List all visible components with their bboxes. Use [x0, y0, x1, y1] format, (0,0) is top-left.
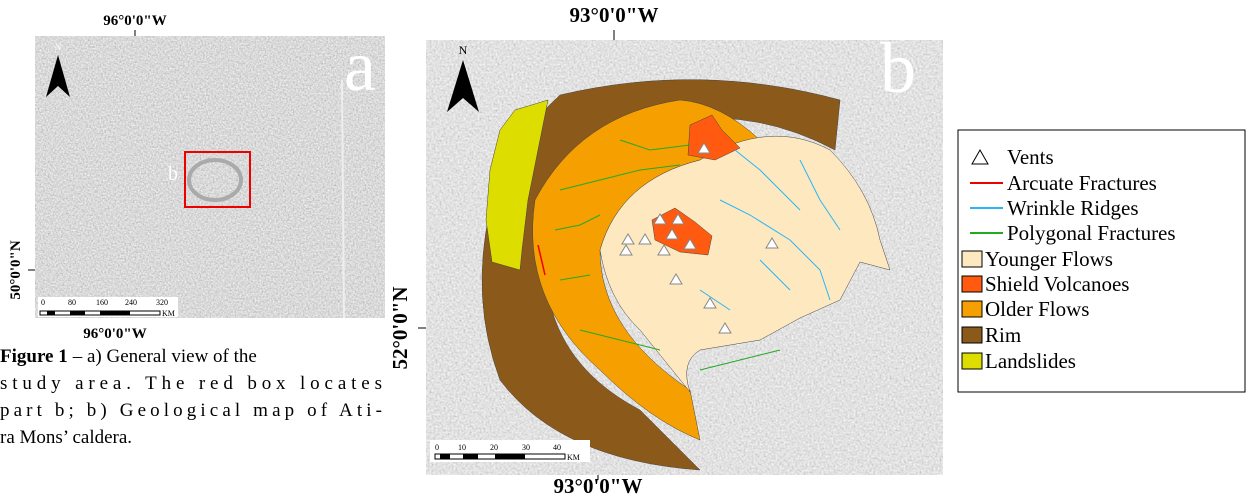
coord-top-a: 96°0'0"W	[103, 13, 167, 29]
scale-bar-a: 0 80 160 240 320 KM	[38, 297, 178, 318]
panel-label-b: b	[880, 28, 916, 108]
coord-left-a: 50°0'0"N	[8, 240, 24, 299]
scale-seg	[47, 311, 55, 315]
legend-label: Polygonal Fractures	[1007, 221, 1176, 245]
scale-label: 240	[125, 298, 137, 307]
north-label: N	[55, 42, 62, 52]
north-label: N	[459, 43, 468, 57]
scale-label: 30	[522, 443, 530, 452]
scale-seg	[440, 454, 450, 459]
scale-label: 0	[435, 443, 439, 452]
legend-symbol	[962, 353, 982, 369]
scale-label: 40	[553, 443, 561, 452]
legend-label: Wrinkle Ridges	[1007, 196, 1139, 220]
scale-seg	[70, 311, 85, 315]
panel-label-a: a	[344, 26, 376, 106]
scale-seg	[495, 454, 525, 459]
scale-label: 160	[96, 298, 108, 307]
legend-label: Younger Flows	[985, 247, 1113, 271]
coord-bottom-a: 96°0'0"W	[83, 326, 147, 342]
legend-symbol	[962, 327, 982, 343]
scale-label: 80	[68, 298, 76, 307]
scale-seg	[463, 454, 478, 459]
legend-label: Rim	[985, 323, 1021, 347]
legend-label: Older Flows	[985, 297, 1089, 321]
scale-label: 320	[156, 298, 168, 307]
scale-seg	[100, 311, 130, 315]
legend-label: Arcuate Fractures	[1007, 171, 1157, 195]
scale-unit: KM	[567, 453, 580, 462]
radar-image-a	[35, 36, 385, 318]
caption-line: Figure 1– a) General view of the	[0, 346, 257, 367]
scale-label: 0	[41, 298, 45, 307]
scale-unit: KM	[162, 309, 175, 318]
scale-label: 10	[458, 443, 466, 452]
caption-line: ra Mons’ caldera.	[0, 427, 132, 448]
legend-label: Shield Volcanoes	[985, 272, 1129, 296]
legend-symbol	[962, 276, 982, 292]
coord-top-b: 93°0'0"W	[570, 3, 659, 27]
legend-label: Landslides	[985, 349, 1076, 373]
legend-symbol	[962, 251, 982, 267]
legend-label: Vents	[1007, 145, 1054, 169]
scale-label: 20	[490, 443, 498, 452]
legend-symbol	[962, 301, 982, 317]
caption-line: study area. The red box locates	[0, 373, 382, 394]
caption-line: part b; b) Geological map of Ati-	[0, 400, 382, 421]
inset-label: b	[168, 163, 178, 185]
coord-left-b: 52°0'0"N	[388, 286, 412, 369]
caption-text: – a) General view of the	[72, 346, 257, 367]
figure: 96°0'0"W b a N 0 80 160 240 320 KM 96°0'…	[0, 0, 1249, 499]
scale-bar-b: 0 10 20 30 40 KM	[430, 440, 590, 462]
page: 96°0'0"W b a N 0 80 160 240 320 KM 96°0'…	[0, 0, 1249, 499]
caption-bold: Figure 1	[0, 346, 68, 367]
